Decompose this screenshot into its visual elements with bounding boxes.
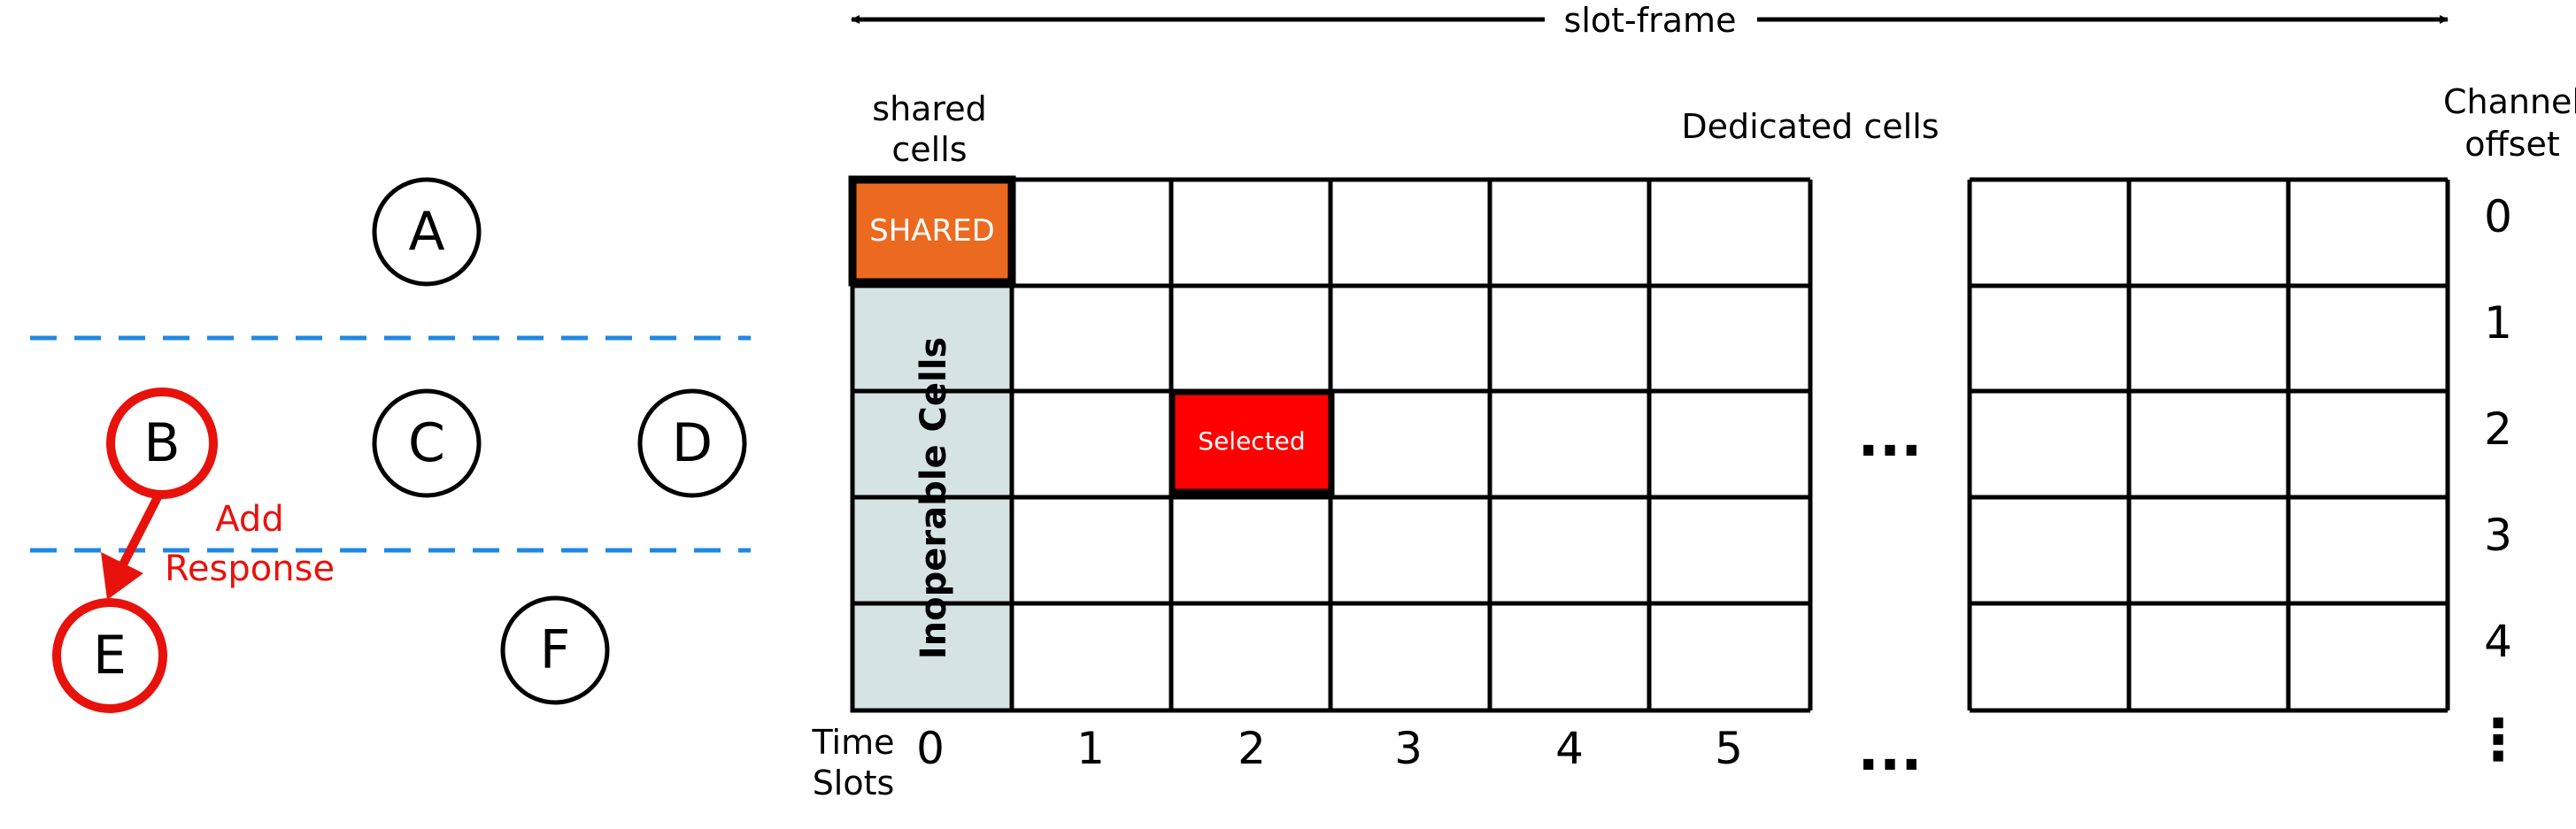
- shared-cell-label: SHARED: [869, 213, 995, 249]
- node-d-label: D: [672, 412, 713, 474]
- add-response-arrow: [101, 495, 162, 600]
- slotframe: slot-frame shared cells Dedicated cells …: [812, 1, 2576, 802]
- channel-offset-0: 0: [2484, 191, 2512, 242]
- time-slot-1: 1: [1076, 723, 1105, 774]
- node-b: B: [106, 388, 218, 499]
- grid-ellipsis: ...: [1858, 404, 1923, 470]
- time-slot-4: 4: [1555, 723, 1584, 774]
- shared-header-line2: cells: [891, 130, 967, 169]
- channel-offset-3: 3: [2484, 510, 2512, 561]
- node-a: A: [372, 177, 482, 287]
- edge-label-response: Response: [165, 549, 335, 589]
- time-slot-0: 0: [916, 723, 945, 774]
- channel-offset-1: 1: [2484, 297, 2512, 349]
- node-e-label: E: [93, 625, 127, 687]
- node-b-label: B: [143, 412, 180, 474]
- channel-vertical-ellipsis: ⋮: [2470, 708, 2526, 773]
- node-a-label: A: [408, 201, 444, 263]
- grid-lines: [850, 177, 2450, 713]
- channel-header-line1: Channel: [2443, 82, 2576, 121]
- node-e: E: [52, 598, 167, 713]
- time-slot-3: 3: [1394, 723, 1423, 774]
- time-slot-5: 5: [1715, 723, 1743, 774]
- channel-offset-labels: 0 1 2 3 4: [2484, 191, 2512, 667]
- node-f: F: [500, 595, 610, 705]
- dedicated-header: Dedicated cells: [1681, 107, 1939, 146]
- shared-header-line1: shared: [872, 89, 986, 128]
- time-slot-2: 2: [1238, 723, 1266, 774]
- channel-offset-4: 4: [2484, 616, 2512, 667]
- timeslot-ellipsis: ...: [1858, 718, 1923, 784]
- time-slots-label-line1: Time: [812, 723, 895, 762]
- slotframe-label: slot-frame: [1564, 1, 1737, 40]
- node-f-label: F: [540, 619, 571, 681]
- routing-tree: Add Response A B C D E F: [30, 177, 751, 713]
- time-slots-label-line2: Slots: [813, 764, 895, 802]
- node-d: D: [637, 388, 747, 498]
- selected-cell-label: Selected: [1198, 426, 1305, 456]
- channel-offset-2: 2: [2484, 403, 2512, 455]
- node-c: C: [372, 388, 482, 498]
- edge-label-add: Add: [215, 499, 283, 540]
- time-slot-labels: 0 1 2 3 4 5: [916, 723, 1743, 774]
- node-c-label: C: [408, 412, 445, 474]
- channel-header-line2: offset: [2464, 125, 2560, 164]
